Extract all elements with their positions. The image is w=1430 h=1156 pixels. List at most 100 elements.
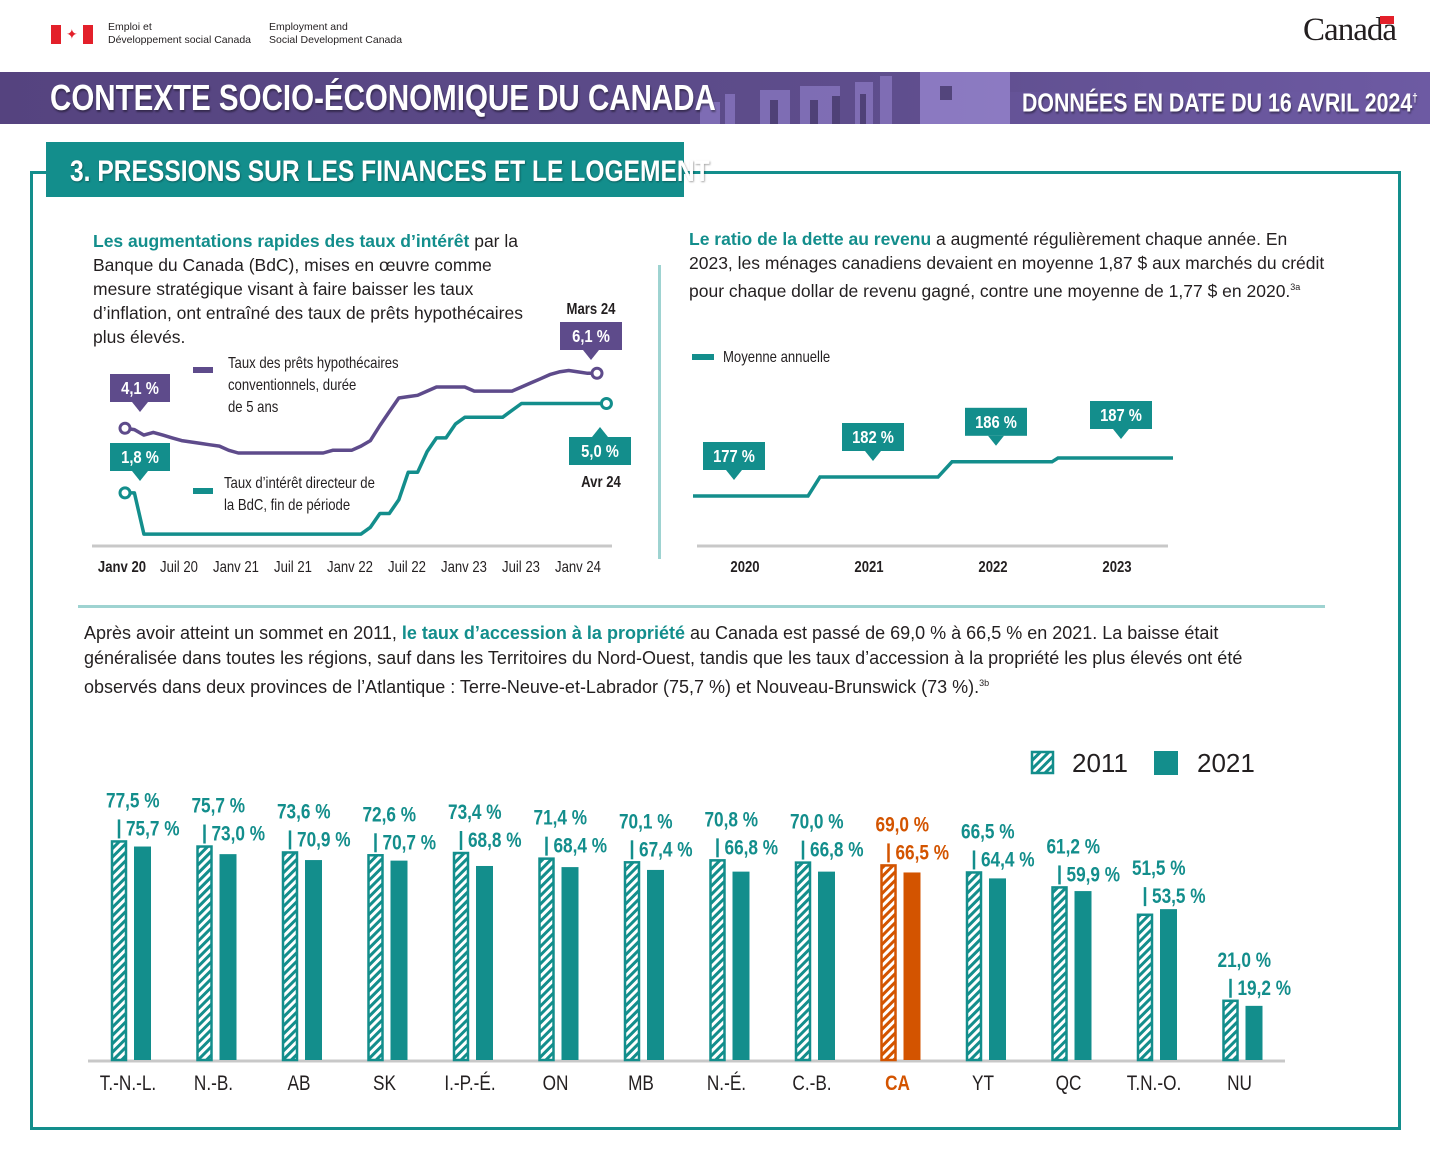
bar-label-2011: 69,0 % [876,814,930,837]
dept-en-line1: Employment and [269,21,348,33]
bar-2021 [1160,909,1177,1060]
bar-2011 [880,864,897,1062]
data-point-end [599,397,613,410]
value-callout-pointer [1113,429,1129,439]
ownership-bar-chart: 2011 2021 77,5 % 75,7 % T.-N.-L. 75,7 % 73,0 %… [88,748,1291,1095]
bar-label-2021: 64,4 % [981,849,1035,872]
bar-label-2021: 68,8 % [468,830,522,853]
category-label: T.N.-O. [1127,1073,1181,1096]
bar-2011 [538,857,555,1062]
bar-label-2011: 70,8 % [705,809,759,832]
debt-paragraph: Le ratio de la dette au revenu a augment… [689,227,1329,303]
mortgage-start-callout-box [110,374,170,402]
data-point-start [118,486,132,500]
category-label: C.-B. [792,1073,831,1096]
title-band [0,72,1430,124]
series-line-policy-rate [125,401,607,536]
value-callout-box [703,442,765,470]
bar-2021 [647,869,664,1060]
dept-fr-line2: Développement social Canada [108,34,252,46]
legend-swatch [193,488,213,494]
bar-2011 [965,871,983,1062]
bar-label-2011: 75,7 % [192,795,246,818]
series-line-annual-average [693,456,1173,498]
bar-2011 [1136,913,1154,1062]
policy-start-callout-label: 1,8 % [121,448,159,468]
x-tick-label: Janv 22 [327,559,373,576]
bar-label-2021: 66,8 % [810,839,864,862]
interest-paragraph: Les augmentations rapides des taux d’int… [93,229,548,349]
category-label: I.-P.-É. [444,1073,495,1096]
value-callout-box [965,407,1027,436]
bar-label-2011: 73,6 % [277,801,331,824]
x-tick-label: Janv 21 [213,559,259,576]
x-tick-label: Juil 21 [274,559,312,576]
debt-highlight: Le ratio de la dette au revenu [689,229,932,249]
bar-2021 [903,872,921,1060]
bar-label-2021: 73,0 % [211,823,265,846]
x-tick-label: Juil 22 [388,559,426,576]
bar-2021 [561,867,579,1060]
legend-label: la BdC, fin de période [224,497,350,514]
policy-end-callout-pointer [592,427,608,437]
value-callout-box [842,423,904,451]
bar-label-2011: 72,6 % [363,804,417,827]
interest-text: par la Banque du Canada (BdC), mises en … [93,231,523,347]
category-label: N.-B. [194,1073,233,1096]
mortgage-end-callout-pointer [583,350,599,360]
department-name-fr: Emploi et Développement social Canada [108,21,251,47]
bar-label-2021: 66,5 % [896,842,950,865]
bar-label-2021: 75,7 % [126,818,180,841]
category-label: ON [543,1073,569,1096]
bar-2011 [1051,886,1068,1062]
value-callout-label: 182 % [852,428,894,448]
bar-label-2021: 53,5 % [1152,886,1206,909]
bar-label-2021: 68,4 % [554,835,608,858]
value-callout-label: 186 % [975,412,1017,432]
bar-2011 [794,861,812,1062]
value-callout-pointer [988,435,1004,446]
x-tick-label: 2020 [730,559,759,576]
footnote-ref: 3b [979,678,990,688]
policy-start-callout-box [110,443,170,471]
x-tick-label: 2023 [1102,559,1131,576]
bar-2021 [732,871,750,1060]
legend-swatch-2021 [1154,751,1178,775]
band-title: CONTEXTE SOCIO-ÉCONOMIQUE DU CANADA [50,77,716,118]
bar-2011 [452,851,470,1062]
department-name-en: Employment and Social Development Canada [269,21,402,47]
mortgage-start-callout-label: 4,1 % [121,379,159,399]
series-line-mortgage [124,368,597,455]
legend-label: conventionnels, durée [228,377,356,394]
horizontal-divider [78,605,1325,608]
bar-2021 [134,846,151,1060]
category-label: NU [1227,1073,1252,1096]
value-callout-label: 177 % [713,447,755,467]
vertical-divider [658,265,661,559]
legend-label: Moyenne annuelle [723,349,830,366]
bar-label-2011: 51,5 % [1132,858,1186,881]
section-header [46,142,684,197]
legend-swatch [193,367,213,373]
bar-label-2021: 70,9 % [297,829,351,852]
legend-label-2021: 2021 [1197,748,1255,778]
data-point-end [590,366,604,380]
bar-label-2021: 59,9 % [1067,864,1121,887]
category-label: YT [972,1073,994,1096]
footnote-ref: 3a [1290,282,1301,292]
bar-2021 [390,860,408,1060]
band-date: DONNÉES EN DATE DU 16 AVRIL 2024† [1022,87,1418,118]
category-label: SK [373,1073,396,1096]
bar-2021 [219,854,237,1060]
wordmark-flag-icon [1380,16,1394,24]
x-tick-label: Janv 20 [98,559,146,576]
bar-2021 [305,860,322,1060]
x-tick-label: Janv 24 [555,559,601,576]
ownership-text-after: au Canada est passé de 69,0 % à 66,5 % e… [84,623,1243,697]
bar-label-2021: 70,7 % [383,832,437,855]
bar-2011 [367,854,384,1062]
mortgage-start-callout-pointer [132,402,148,412]
policy-end-callout-box [569,437,631,465]
bar-label-2011: 77,5 % [106,790,160,813]
interest-rate-chart: Janv 20 Juil 20 Janv 21 Juil 21 Janv 22 Juil … [92,301,631,576]
